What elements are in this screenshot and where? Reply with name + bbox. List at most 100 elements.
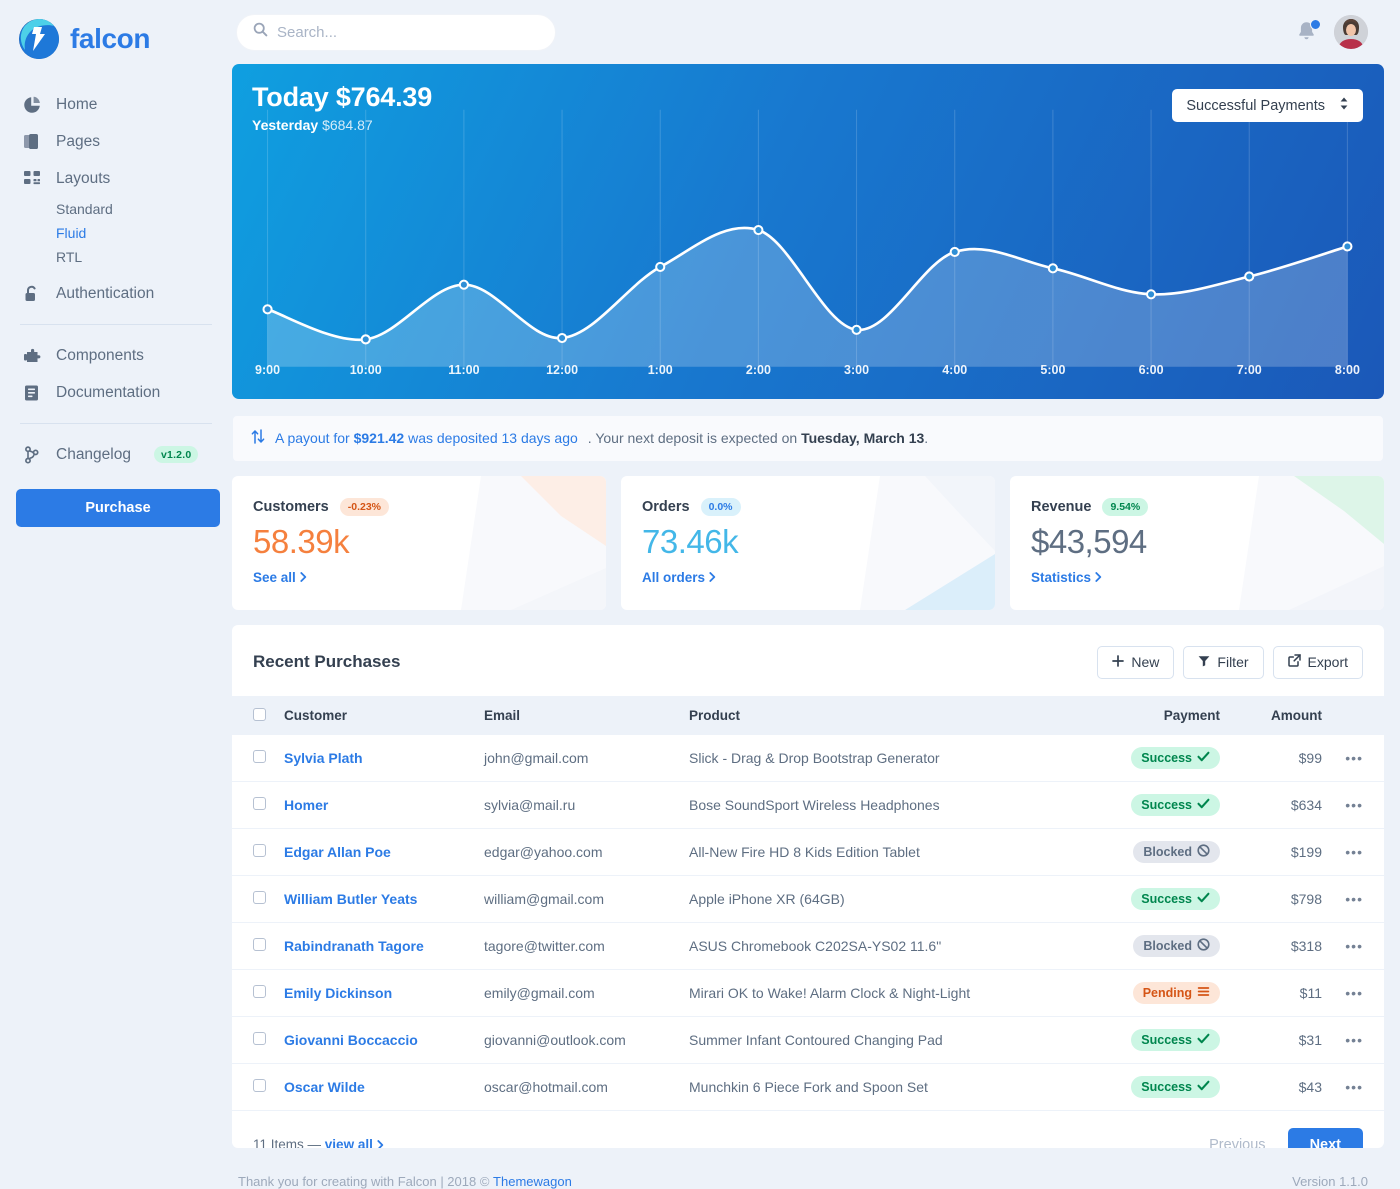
sidebar-subitem-standard[interactable]: Standard	[56, 201, 113, 217]
stat-link-all-orders[interactable]: All orders	[642, 570, 716, 585]
row-checkbox[interactable]	[253, 1078, 266, 1092]
row-checkbox[interactable]	[253, 1031, 266, 1045]
sidebar-item-pages[interactable]: Pages	[16, 123, 216, 160]
topbar	[232, 0, 1384, 64]
more-options-icon[interactable]: •••	[1345, 796, 1363, 813]
export-button[interactable]: Export	[1272, 645, 1363, 679]
payout-rest-suffix: .	[924, 430, 929, 447]
sidebar-item-label: Changelog	[56, 445, 131, 463]
main-content: Today $764.39 Yesterday $684.87 Successf…	[232, 0, 1400, 1189]
row-checkbox[interactable]	[253, 796, 266, 810]
amount-cell: $634	[1238, 781, 1330, 829]
customer-link[interactable]: Giovanni Boccaccio	[284, 1031, 418, 1048]
amount-cell: $99	[1238, 734, 1330, 782]
external-link-icon	[1287, 654, 1301, 670]
customer-link[interactable]: Rabindranath Tagore	[284, 937, 424, 954]
customer-link[interactable]: Oscar Wilde	[284, 1078, 365, 1095]
sidebar-item-components[interactable]: Components	[16, 337, 216, 374]
sidebar-subitem-rtl[interactable]: RTL	[56, 249, 83, 265]
sidebar-item-label: Documentation	[56, 383, 161, 401]
search-input[interactable]	[277, 23, 539, 41]
more-options-icon[interactable]: •••	[1345, 1078, 1363, 1095]
row-actions-cell: •••	[1330, 1016, 1384, 1064]
search-box[interactable]	[236, 13, 556, 51]
stat-header: Revenue 9.54%	[1031, 497, 1362, 516]
hero-today: Today $764.39	[252, 82, 432, 113]
view-all-link[interactable]: view all	[325, 1137, 384, 1148]
sidebar-item-label: Components	[56, 346, 144, 364]
col-product: Product	[681, 695, 1098, 735]
previous-button[interactable]: Previous	[1199, 1130, 1275, 1148]
page-footer: Thank you for creating with Falcon | 201…	[232, 1148, 1384, 1189]
chevron-updown-icon	[1339, 96, 1349, 116]
table-footer: 11 Items — view all Previous Next	[232, 1111, 1384, 1148]
more-options-icon[interactable]: •••	[1345, 937, 1363, 954]
purchase-button[interactable]: Purchase	[16, 489, 220, 527]
customer-link[interactable]: Sylvia Plath	[284, 749, 363, 766]
customer-link[interactable]: Emily Dickinson	[284, 984, 393, 1001]
product-cell: Apple iPhone XR (64GB)	[681, 875, 1098, 923]
row-checkbox[interactable]	[253, 749, 266, 763]
payout-link[interactable]: A payout for $921.42 was deposited 13 da…	[275, 430, 578, 446]
stat-link-see-all[interactable]: See all	[253, 570, 307, 585]
customer-link[interactable]: Edgar Allan Poe	[284, 843, 391, 860]
filter-button[interactable]: Filter	[1183, 645, 1264, 679]
footer-link-themewagon[interactable]: Themewagon	[493, 1174, 572, 1189]
success-icon	[1197, 891, 1210, 907]
bell-icon[interactable]	[1296, 19, 1321, 44]
blocked-icon	[1197, 938, 1210, 954]
sidebar-item-authentication[interactable]: Authentication	[16, 275, 216, 312]
row-checkbox[interactable]	[253, 984, 266, 998]
row-select-cell	[232, 828, 276, 876]
stat-title: Orders	[642, 498, 690, 515]
sidebar-divider-1	[20, 324, 212, 325]
recent-purchases-card: Recent Purchases New Filter	[232, 624, 1384, 1148]
sidebar-item-label: Pages	[56, 132, 100, 150]
customer-cell: Homer	[276, 781, 476, 829]
table-header: Recent Purchases New Filter	[232, 625, 1384, 696]
amount-cell: $798	[1238, 875, 1330, 923]
more-options-icon[interactable]: •••	[1345, 749, 1363, 766]
select-all-checkbox[interactable]	[253, 707, 266, 721]
more-options-icon[interactable]: •••	[1345, 984, 1363, 1001]
stat-card-customers: Customers -0.23% 58.39k See all	[232, 475, 606, 610]
row-select-cell	[232, 1063, 276, 1111]
row-select-cell	[232, 734, 276, 782]
stat-link-statistics[interactable]: Statistics	[1031, 570, 1102, 585]
more-options-icon[interactable]: •••	[1345, 890, 1363, 907]
customer-link[interactable]: William Butler Yeats	[284, 890, 418, 907]
sidebar-item-changelog[interactable]: Changelog v1.2.0	[16, 436, 216, 473]
customer-cell: Rabindranath Tagore	[276, 922, 476, 970]
next-button[interactable]: Next	[1287, 1127, 1363, 1148]
avatar[interactable]	[1334, 15, 1368, 50]
sidebar-item-documentation[interactable]: Documentation	[16, 374, 216, 411]
payments-filter-select[interactable]: Successful Payments	[1172, 89, 1363, 123]
export-button-label: Export	[1307, 654, 1348, 671]
sidebar-item-layouts[interactable]: Layouts	[16, 160, 216, 197]
product-cell: Bose SoundSport Wireless Headphones	[681, 781, 1098, 829]
more-options-icon[interactable]: •••	[1345, 843, 1363, 860]
row-select-cell	[232, 1016, 276, 1064]
stat-card-revenue: Revenue 9.54% $43,594 Statistics	[1010, 475, 1384, 610]
row-select-cell	[232, 969, 276, 1017]
table-row: Giovanni Boccaccio giovanni@outlook.com Su…	[232, 1016, 1384, 1064]
table-row: William Butler Yeats william@gmail.com App…	[232, 875, 1384, 923]
col-payment: Payment	[1098, 695, 1238, 735]
email-cell: william@gmail.com	[476, 875, 681, 923]
new-button-label: New	[1131, 654, 1160, 671]
customer-link[interactable]: Homer	[284, 796, 329, 813]
row-checkbox[interactable]	[253, 890, 266, 904]
payment-cell: Success	[1098, 1016, 1238, 1064]
puzzle-icon	[22, 346, 41, 365]
sidebar-subitem-fluid[interactable]: Fluid	[56, 225, 87, 241]
col-email: Email	[476, 695, 681, 735]
row-checkbox[interactable]	[253, 843, 266, 857]
filter-icon	[1198, 654, 1210, 670]
row-checkbox[interactable]	[253, 937, 266, 951]
more-options-icon[interactable]: •••	[1345, 1031, 1363, 1048]
brand[interactable]: falcon	[16, 0, 216, 82]
customer-cell: William Butler Yeats	[276, 875, 476, 923]
new-button[interactable]: New	[1097, 645, 1175, 679]
sidebar-item-home[interactable]: Home	[16, 86, 216, 123]
email-cell: sylvia@mail.ru	[476, 781, 681, 829]
